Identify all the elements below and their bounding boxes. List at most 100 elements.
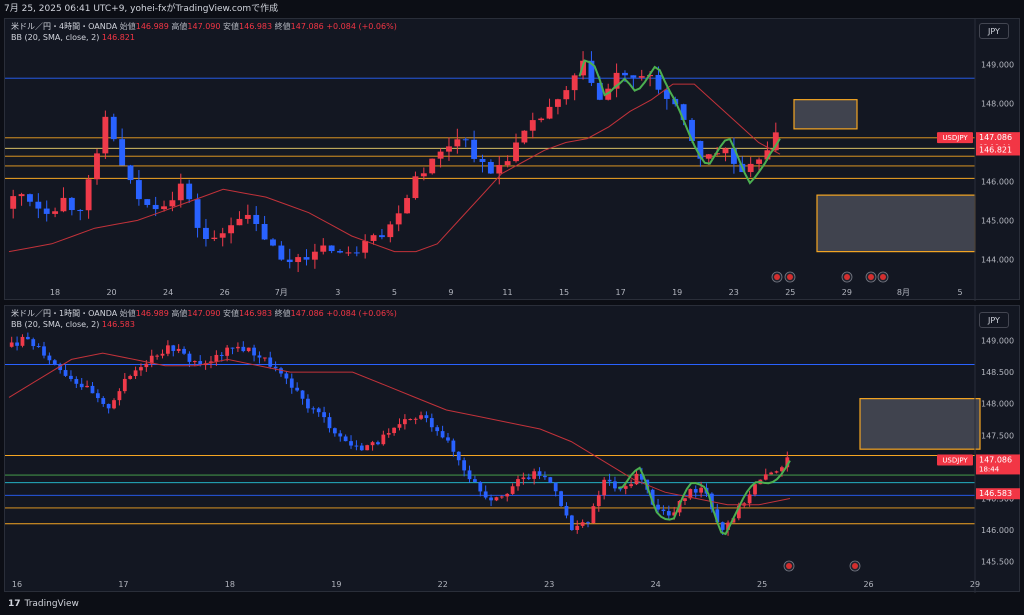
open-label: 始値 [119,309,136,318]
symbol-line: 米ドル／円・4時間・OANDA [11,22,118,31]
candle-body [538,118,545,121]
chart-canvas-1h[interactable]: 149.000148.500148.000147.500147.000146.5… [5,306,1021,593]
x-tick-label: 7月 [275,288,288,297]
candle-body [182,348,186,354]
x-tick-label: 25 [785,288,795,297]
symbol-tag-text: USDJPY [942,134,968,142]
candle-body [102,116,109,154]
candle-body [149,355,154,364]
candle-body [446,437,450,441]
candle-body [688,488,693,499]
indicator-label: BB (20, SMA, close, 2) [11,33,100,42]
candle-body [429,418,434,428]
x-tick-label: 19 [672,288,682,297]
candle-body [74,378,79,384]
open-value: 146.989 [135,309,169,318]
candle-body [769,472,774,475]
chart-canvas-4h[interactable]: 149.000148.000147.000146.000145.000144.0… [5,19,1021,301]
candle-body [230,347,235,349]
candle-body [370,442,375,446]
candle-body [634,473,639,485]
candle-body [35,201,42,209]
x-tick-label: 22 [438,580,448,589]
us-flag-icon [852,563,858,569]
candle-body [504,161,511,166]
bb-tag-text: 146.583 [979,489,1012,498]
tradingview-logo[interactable]: 17 [8,599,21,609]
y-tick-label: 147.500 [981,431,1014,440]
high-value: 147.090 [187,309,221,318]
currency-button-1h[interactable]: JPY [979,312,1009,328]
candle-body [79,383,84,388]
candle-body [18,194,25,197]
supply-demand-zone [859,398,981,450]
candle-body [413,418,418,420]
candle-body [63,370,68,376]
x-tick-label: 15 [559,288,569,297]
candle-body [548,477,553,483]
candle-body [424,415,429,419]
candle-body [316,408,321,413]
indicator-legend-4h[interactable]: BB (20, SMA, close, 2) 146.821 [11,33,135,42]
candle-body [650,489,655,505]
candle-body [591,506,596,524]
y-tick-label: 148.500 [981,368,1014,377]
price-tag-bg [976,454,1020,475]
candle-body [446,146,452,152]
candle-body [166,345,170,354]
candle-body [187,353,192,362]
candle-body [532,471,537,479]
indicator-legend-1h[interactable]: BB (20, SMA, close, 2) 146.583 [11,320,135,329]
chart-pane-1h[interactable]: 149.000148.500148.000147.500147.000146.5… [4,305,1021,593]
currency-button-4h[interactable]: JPY [979,23,1009,39]
candle-body [177,183,184,201]
candle-body [392,427,396,434]
candle-body [571,75,578,91]
candle-body [663,89,670,99]
candle-body [526,477,531,479]
low-value: 146.983 [239,309,273,318]
candle-body [714,153,721,155]
candle-body [176,348,181,351]
candle-body [462,460,467,471]
x-tick-label: 23 [729,288,739,297]
candle-body [228,225,235,234]
candle-body [554,99,561,107]
candle-body [58,364,63,371]
chart-pane-4h[interactable]: 149.000148.000147.000146.000145.000144.0… [4,18,1021,301]
candle-body [622,72,628,76]
candle-body [194,199,201,228]
candle-body [602,479,607,496]
candle-body [246,347,251,352]
candle-body [295,257,302,263]
candle-body [169,200,176,207]
candle-body [378,235,385,238]
candle-body [753,484,757,495]
candle-body [451,440,456,452]
candle-body [529,120,536,131]
candle-body [77,210,84,212]
candle-body [386,433,391,435]
candle-body [52,360,57,365]
candle-body [171,345,176,351]
candle-body [370,235,377,241]
candle-body [31,339,36,347]
candle-body [521,130,528,143]
candle-body [605,88,612,100]
candle-body [95,393,100,399]
candle-body [354,445,359,447]
candle-body [42,346,46,356]
candle-body [656,504,660,510]
candle-body [510,486,515,494]
us-flag-icon [868,274,874,280]
candle-body [322,412,326,418]
candle-body [192,361,197,363]
candle-body [618,488,623,490]
candle-body [479,158,486,162]
candle-body [546,106,553,119]
candle-body [278,245,285,260]
candle-body [655,74,662,90]
us-flag-icon [774,274,780,280]
symbol-legend-4h: 米ドル／円・4時間・OANDA 始値146.989 高値147.090 安値14… [11,21,397,32]
y-tick-label: 145.000 [981,216,1014,225]
